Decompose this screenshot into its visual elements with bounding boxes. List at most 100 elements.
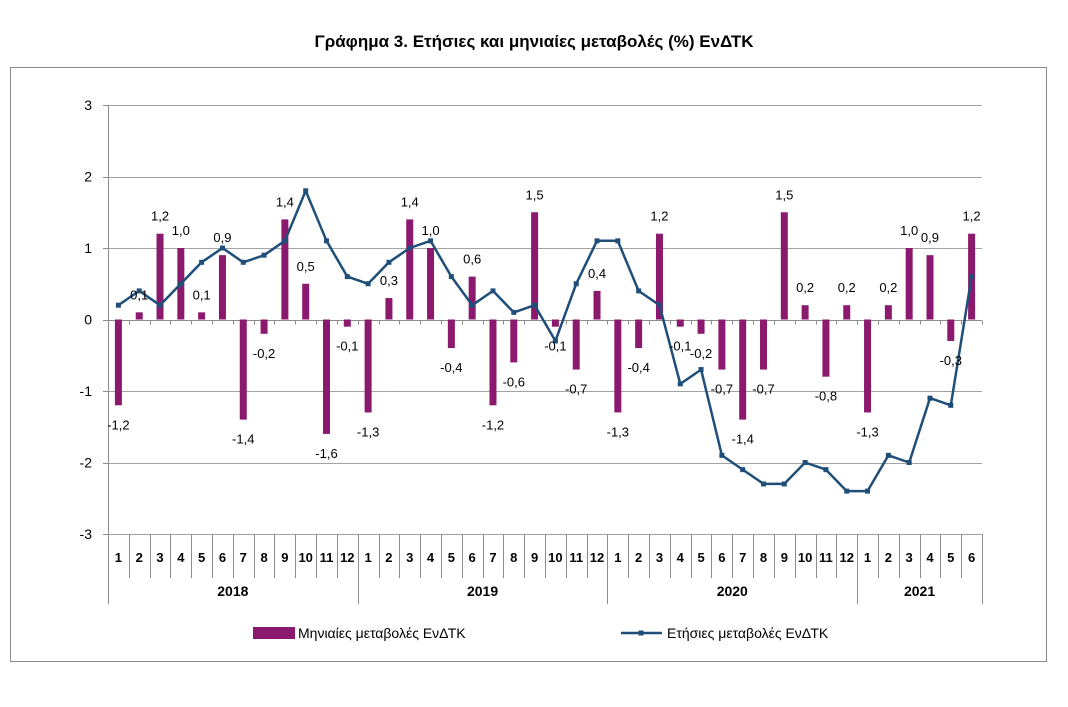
bar-monthly [801,305,809,320]
month-label: 5 [697,550,704,565]
data-label: -1,2 [482,417,504,432]
bar-monthly [593,290,601,320]
month-label: 4 [177,550,185,565]
bar-monthly [406,219,414,320]
marker-annual [115,302,121,308]
marker-annual [573,281,579,287]
legend-swatch-monthly [253,627,295,639]
line-annual [117,189,973,493]
bar-monthly [614,319,622,413]
marker-annual [636,288,642,294]
month-label: 1 [115,550,122,565]
marker-annual [240,259,246,265]
bar-monthly [260,319,268,334]
category-axis: 1 2 3 4 5 6 7 8 9 10 11 12 1 2 3 4 5 6 7 8 9 10 11 12 1 2 3 4 5 6 7 8 9 1… [108,534,983,604]
bar-monthly [572,319,580,370]
data-label: 1,2 [650,209,668,224]
data-label: 1,2 [151,209,169,224]
month-label: 10 [798,550,812,565]
month-label: 5 [448,550,455,565]
bar-monthly [302,283,310,320]
data-label: -0,6 [503,374,525,389]
bar-monthly [281,219,289,320]
year-label: 2019 [467,583,498,599]
month-label: 9 [531,550,538,565]
bar-monthly [864,319,872,413]
marker-annual [552,338,558,344]
bar-monthly [239,319,247,420]
bar-monthly [843,305,851,320]
month-label: 2 [385,550,392,565]
marker-annual [324,238,329,244]
data-label: 1,2 [963,209,981,224]
data-label: 1,0 [422,223,440,238]
month-label: 4 [427,550,435,565]
marker-annual [761,481,766,487]
line-series-annual [115,188,975,494]
legend-marker-annual [638,630,644,636]
marker-annual [802,460,808,465]
marker-annual [511,309,517,315]
month-label: 1 [614,550,621,565]
bar-monthly [780,212,788,320]
bar-monthly [551,319,559,327]
data-label: 0,4 [588,266,606,281]
month-label: 8 [510,550,517,565]
data-label: -0,3 [940,353,962,368]
bar-monthly [947,319,955,341]
bar-monthly [468,276,476,320]
marker-annual [906,460,912,465]
data-label: 0,2 [838,280,856,295]
bar-monthly [427,248,435,320]
month-label: 10 [548,550,562,565]
marker-annual [844,488,850,494]
year-label: 2020 [717,583,748,599]
marker-annual [303,188,309,194]
data-label: -0,1 [336,339,358,354]
chart-title: Γράφημα 3. Ετήσιες και μηνιαίες μεταβολέ… [315,32,755,51]
bar-monthly [343,319,351,327]
data-label: -1,2 [107,417,129,432]
marker-annual [948,402,954,408]
legend-item-monthly: Μηνιαίες μεταβολές ΕνΔΤΚ [253,625,466,641]
gridlines [108,105,983,535]
marker-annual [677,381,683,387]
bar-monthly [926,255,934,320]
year-label: 2018 [217,583,248,599]
bar-monthly [198,312,206,320]
data-label: 1,0 [900,223,918,238]
data-label: -0,7 [711,382,733,397]
data-label: 0,2 [879,280,897,295]
marker-annual [532,302,538,308]
year-label: 2021 [904,583,935,599]
month-label: 7 [739,550,746,565]
data-label: 1,4 [401,194,419,209]
month-label: 8 [260,550,267,565]
month-label: 7 [489,550,496,565]
data-label: 0,6 [463,252,481,267]
y-axis: 3 2 1 0 -1 -2 -3 [80,97,109,542]
y-tick-label: 2 [84,169,92,185]
marker-annual [594,238,600,244]
data-labels: -1,20,11,21,00,10,9-1,4-0,21,40,5-1,6-0,… [107,187,980,461]
data-label: -1,3 [856,424,878,439]
bar-monthly [718,319,726,370]
marker-annual [261,252,267,258]
bar-monthly [385,298,393,320]
marker-annual [781,481,787,487]
data-label: -1,3 [357,424,379,439]
month-label: 10 [298,550,312,565]
month-label: 12 [590,550,604,565]
data-label: -0,4 [627,360,649,375]
bar-monthly [739,319,747,420]
data-label: 1,4 [276,194,294,209]
month-label: 1 [365,550,372,565]
data-label: -1,4 [731,432,753,447]
bar-monthly [655,233,663,320]
month-label: 2 [136,550,143,565]
month-label: 8 [760,550,767,565]
month-label: 5 [947,550,954,565]
marker-annual [365,281,371,287]
y-tick-label: 3 [84,97,92,113]
